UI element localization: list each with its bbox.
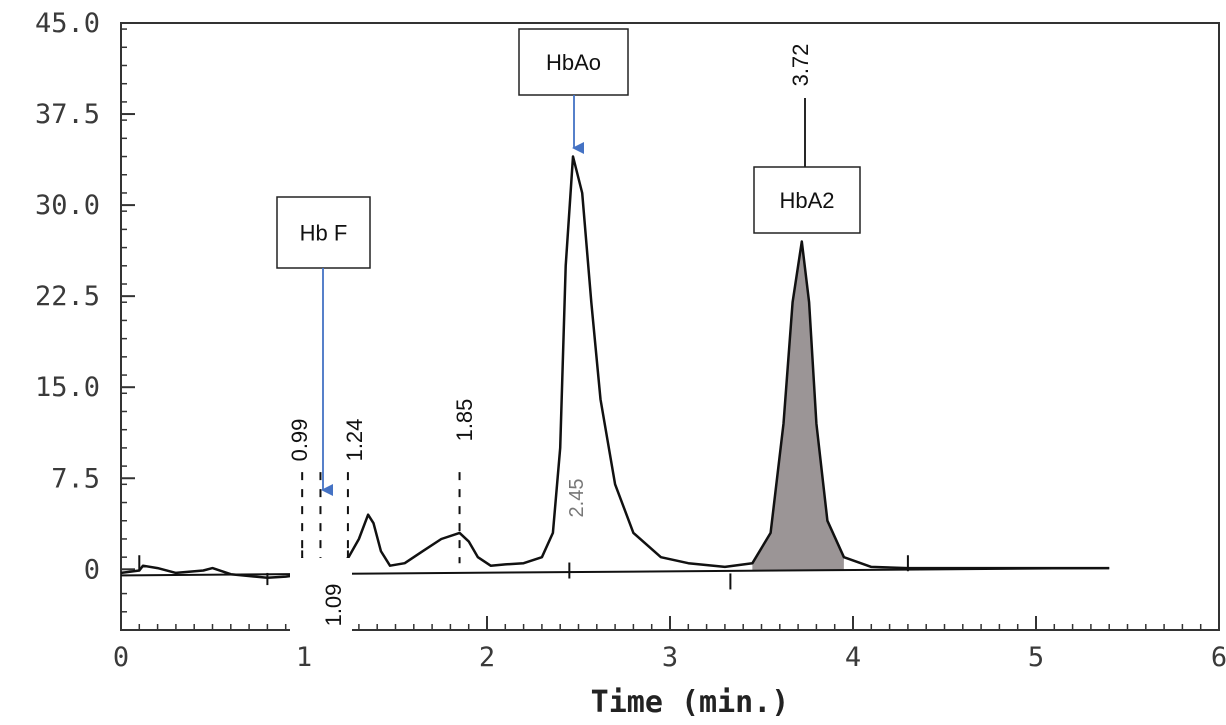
x-tick-label: 4	[845, 642, 861, 673]
y-axis-ticks: 0 7.5 15.0 22.5 30.0 37.5 45.0	[35, 8, 135, 585]
x-tick-label: 3	[662, 642, 678, 673]
retention-labels: 0.99 1.24 1.85 2.45 3.72 1.09	[287, 44, 813, 638]
annotation-label: Hb F	[300, 221, 348, 246]
y-tick-label: 15.0	[35, 372, 100, 403]
retention-label: 1.24	[342, 419, 367, 462]
annotation-hba2: HbA2	[753, 166, 861, 234]
retention-label: 1.09	[321, 584, 346, 627]
y-tick-label: 37.5	[35, 99, 100, 130]
x-tick-label: 6	[1211, 642, 1226, 673]
label-1-09-background	[290, 558, 352, 638]
x-tick-label: 2	[479, 642, 495, 673]
annotation-hb-f: Hb F	[276, 196, 371, 496]
hba2-shaded-area	[752, 241, 844, 571]
annotation-box	[518, 28, 629, 96]
y-tick-label: 30.0	[35, 190, 100, 221]
x-tick-label: 0	[113, 642, 129, 673]
x-axis-title: Time (min.)	[591, 685, 790, 720]
annotation-label: HbA2	[779, 188, 834, 213]
annotation-label: HbAo	[546, 50, 601, 75]
annotation-box	[276, 196, 371, 269]
peak-annotations: Hb F HbAo HbA2	[276, 28, 861, 496]
plot-frame	[120, 22, 1220, 631]
x-axis-ticks: 0 1 2 3 4 5 6	[113, 616, 1226, 673]
x-tick-label: 5	[1028, 642, 1044, 673]
y-tick-label: 22.5	[35, 281, 100, 312]
retention-label: 2.45	[566, 479, 588, 518]
y-tick-label: 0	[84, 554, 100, 585]
retention-label: 1.85	[452, 399, 477, 442]
y-tick-label: 7.5	[51, 463, 100, 494]
x-tick-label: 1	[296, 642, 312, 673]
minor-ticks	[120, 28, 1220, 631]
retention-label: 0.99	[287, 419, 312, 462]
annotation-box	[753, 166, 861, 234]
retention-label: 3.72	[788, 44, 813, 87]
plot-area	[120, 155, 1110, 590]
chromatogram-trace	[120, 155, 1110, 580]
y-tick-label: 45.0	[35, 8, 100, 39]
annotation-hbao: HbAo	[518, 28, 629, 154]
